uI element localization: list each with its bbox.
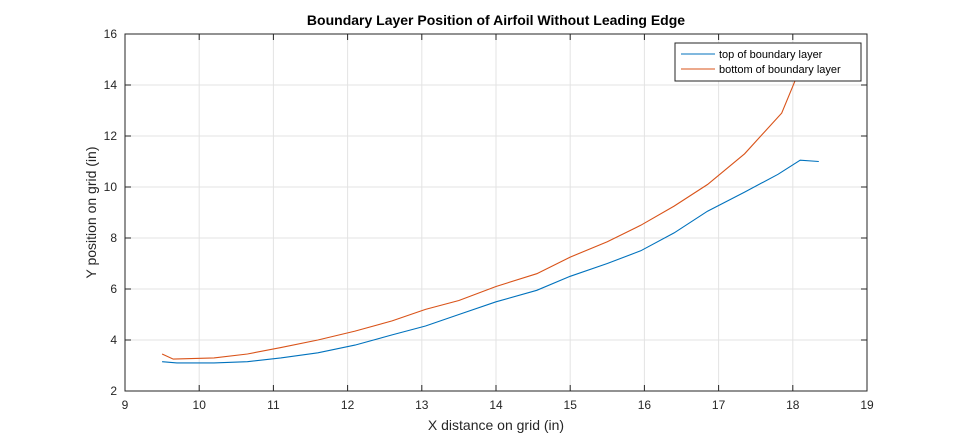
y-tick-label: 16 (104, 27, 118, 41)
chart-title: Boundary Layer Position of Airfoil Witho… (307, 12, 685, 28)
y-tick-label: 12 (104, 129, 118, 143)
x-tick-label: 19 (860, 398, 874, 412)
grid (124, 33, 868, 392)
y-axis-label: Y position on grid (in) (83, 146, 99, 278)
y-tick-label: 6 (110, 282, 117, 296)
x-tick-label: 10 (193, 398, 207, 412)
series-line-top-of-boundary-layer (162, 159, 819, 364)
y-tick-label: 10 (104, 180, 118, 194)
x-axis-label: X distance on grid (in) (428, 417, 564, 433)
x-tick-label: 9 (122, 398, 129, 412)
ticks: 9 10 11 12 13 14 15 16 17 18 19 2 4 6 8 10 12 14 16 (104, 27, 874, 412)
x-tick-label: 14 (489, 398, 503, 412)
legend: top of boundary layer bottom of boundary… (674, 42, 862, 82)
x-tick-label: 16 (638, 398, 652, 412)
series-line-bottom-of-boundary-layer (161, 56, 805, 360)
legend-entry-top: top of boundary layer (719, 49, 823, 61)
x-tick-label: 18 (786, 398, 800, 412)
series-layer (161, 56, 819, 364)
y-tick-label: 8 (110, 231, 117, 245)
x-tick-label: 12 (341, 398, 355, 412)
legend-box (674, 42, 862, 82)
x-tick-label: 13 (415, 398, 429, 412)
y-tick-label: 4 (110, 333, 117, 347)
y-tick-label: 2 (110, 384, 117, 398)
x-tick-label: 15 (564, 398, 578, 412)
x-tick-label: 17 (712, 398, 726, 412)
y-tick-label: 14 (104, 78, 118, 92)
x-tick-label: 11 (267, 398, 280, 412)
legend-entry-bottom: bottom of boundary layer (719, 64, 841, 76)
